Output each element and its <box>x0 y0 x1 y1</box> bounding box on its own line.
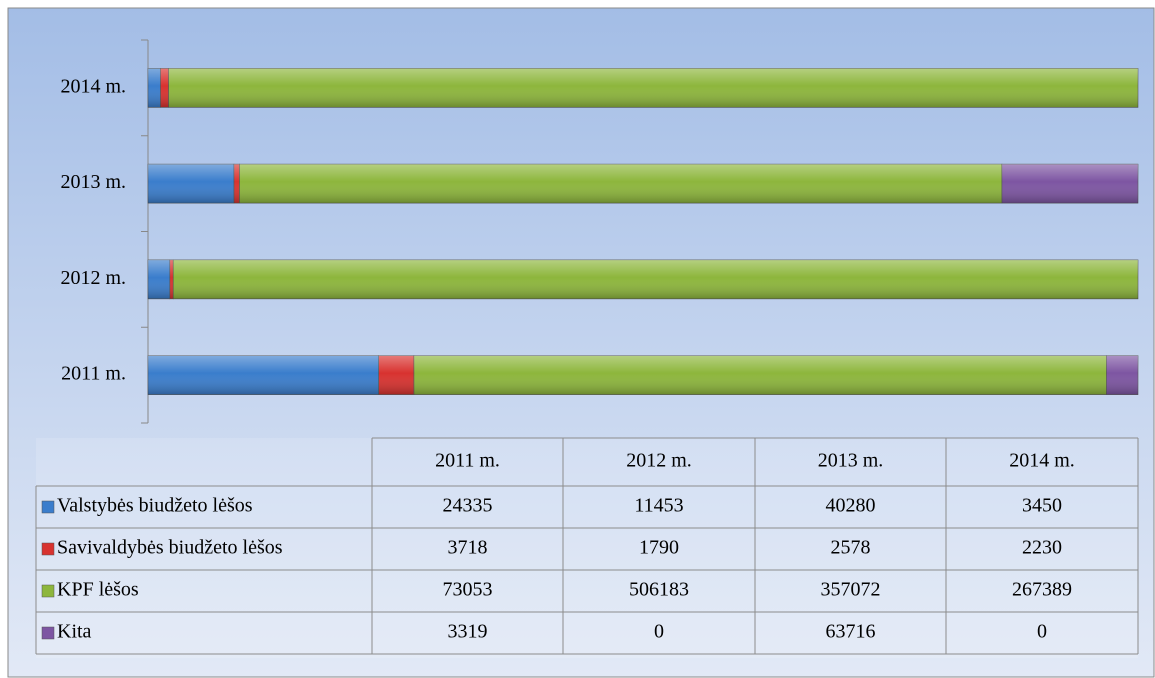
bar-shine <box>413 355 1107 395</box>
table-cell: 2230 <box>1022 537 1062 559</box>
bar-shine <box>168 68 1138 108</box>
table-cell: 0 <box>654 621 664 643</box>
bar-shine <box>148 259 170 299</box>
table-header: 2014 m. <box>1009 450 1075 472</box>
table-header: 2011 m. <box>435 450 500 472</box>
bar-shine <box>378 355 414 395</box>
table-cell: 506183 <box>629 579 689 601</box>
table-cell: 3718 <box>448 537 488 559</box>
legend-swatch <box>41 626 55 640</box>
table-header: 2013 m. <box>818 450 884 472</box>
table-header: 2012 m. <box>626 450 692 472</box>
table-cell: 2578 <box>831 537 871 559</box>
legend-label: KPF lėšos <box>57 579 139 601</box>
bar-shine <box>1001 164 1138 204</box>
bar-shine <box>148 68 161 108</box>
bar-shine <box>160 68 169 108</box>
table-cell: 1790 <box>639 537 679 559</box>
bar-shine <box>239 164 1002 204</box>
table-cell: 0 <box>1037 621 1047 643</box>
legend-label: Savivaldybės biudžeto lėšos <box>57 537 283 559</box>
table-cell: 3450 <box>1022 495 1062 517</box>
legend-label: Valstybės biudžeto lėšos <box>57 495 253 517</box>
y-tick-label: 2014 m. <box>60 75 126 97</box>
legend-label: Kita <box>57 621 92 643</box>
y-tick-label: 2011 m. <box>61 363 126 385</box>
y-tick-label: 2012 m. <box>60 267 126 289</box>
bar-shine <box>148 164 235 204</box>
table-cell: 267389 <box>1012 579 1072 601</box>
table-cell: 11453 <box>634 495 683 517</box>
table-cell: 40280 <box>826 495 876 517</box>
table-cell: 3319 <box>448 621 488 643</box>
table-background <box>36 438 1138 658</box>
bar-shine <box>234 164 240 204</box>
table-cell: 24335 <box>443 495 493 517</box>
legend-swatch <box>41 584 55 598</box>
table-cell: 73053 <box>443 579 493 601</box>
bar-shine <box>169 259 174 299</box>
bar-shine <box>148 355 379 395</box>
legend-swatch <box>41 542 55 556</box>
bar-shine <box>173 259 1139 299</box>
table-cell: 357072 <box>821 579 881 601</box>
table-cell: 63716 <box>826 621 876 643</box>
bar-shine <box>1106 355 1138 395</box>
legend-swatch <box>41 500 55 514</box>
y-tick-label: 2013 m. <box>60 171 126 193</box>
chart-background <box>7 7 1155 678</box>
